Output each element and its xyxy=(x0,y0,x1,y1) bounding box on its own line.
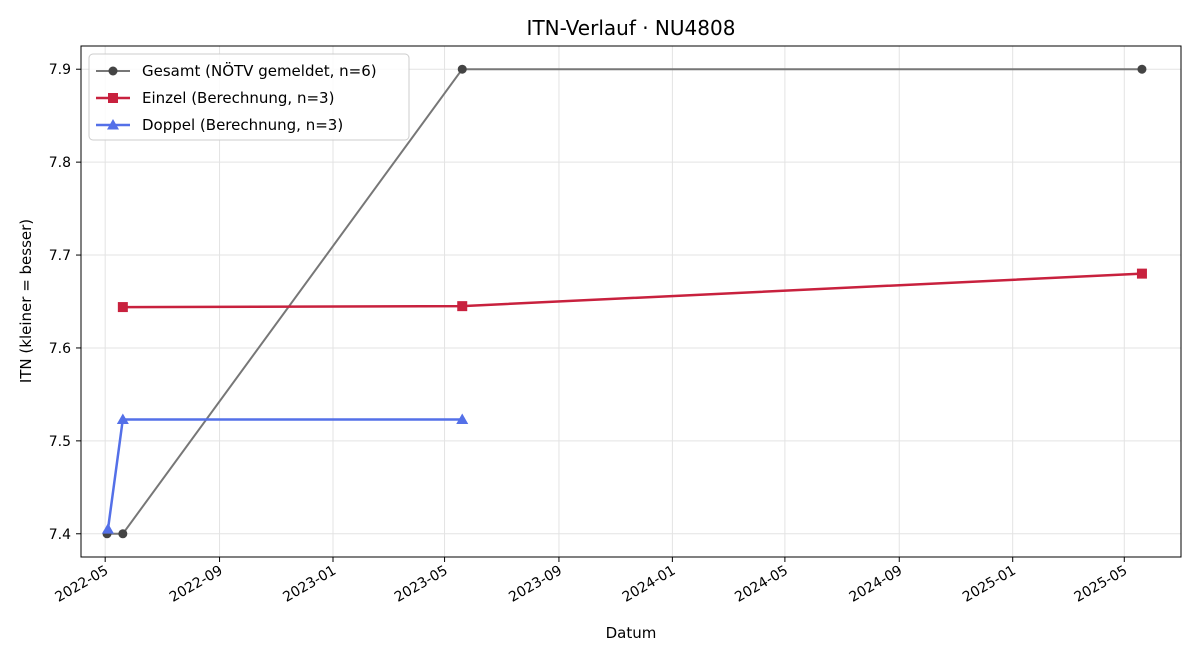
data-point xyxy=(118,529,128,539)
legend: Gesamt (NÖTV gemeldet, n=6) Einzel (Berec… xyxy=(88,53,410,141)
x-axis: 2022-05 2022-09 2023-01 2023-05 2023-09 2024-… xyxy=(53,557,1131,606)
y-tick-label: 7.5 xyxy=(49,434,71,450)
x-tick-label: 2022-09 xyxy=(167,563,226,606)
legend-frame xyxy=(88,53,410,141)
data-point xyxy=(1136,268,1147,279)
x-tick-label: 2024-09 xyxy=(847,563,906,606)
x-tick-label: 2022-05 xyxy=(53,563,112,606)
y-axis-label: ITN (kleiner = besser) xyxy=(17,219,35,383)
y-tick-label: 7.9 xyxy=(49,62,71,78)
x-tick-label: 2024-01 xyxy=(620,563,679,606)
x-tick-label: 2023-05 xyxy=(392,563,451,606)
x-axis-label: Datum xyxy=(606,624,657,642)
legend-marker xyxy=(108,93,118,103)
y-tick-label: 7.7 xyxy=(49,248,71,264)
series-line xyxy=(122,272,1142,309)
legend-label: Gesamt (NÖTV gemeldet, n=6) xyxy=(142,61,377,80)
x-tick-label: 2025-05 xyxy=(1072,563,1131,606)
data-point xyxy=(457,64,467,74)
data-point xyxy=(117,302,128,313)
x-tick-label: 2025-01 xyxy=(960,563,1019,606)
legend-label: Einzel (Berechnung, n=3) xyxy=(142,89,334,107)
legend-item-1: Gesamt (NÖTV gemeldet, n=6) xyxy=(96,61,377,80)
legend-item-3: Doppel (Berechnung, n=3) xyxy=(96,116,343,134)
y-tick-label: 7.8 xyxy=(49,155,71,171)
chart-title: ITN-Verlauf · NU4808 xyxy=(527,16,736,40)
x-tick-label: 2024-05 xyxy=(732,563,791,606)
legend-item-2: Einzel (Berechnung, n=3) xyxy=(96,89,334,107)
chart-grid xyxy=(81,46,1181,557)
plot-frame xyxy=(80,45,1182,558)
series-line xyxy=(107,68,1142,535)
data-point xyxy=(116,413,129,424)
series-3 xyxy=(101,413,469,534)
x-tick-label: 2023-09 xyxy=(506,563,565,606)
data-point xyxy=(101,523,114,534)
y-tick-label: 7.4 xyxy=(49,527,71,543)
data-point xyxy=(456,413,469,424)
series-2 xyxy=(117,268,1147,313)
data-point xyxy=(1137,64,1147,74)
data-point xyxy=(457,301,468,312)
series-layer xyxy=(101,64,1147,539)
y-axis: 7.4 7.5 7.6 7.7 7.8 7.9 xyxy=(49,62,81,543)
legend-marker xyxy=(108,66,118,76)
legend-marker xyxy=(107,119,119,130)
y-tick-label: 7.6 xyxy=(49,341,71,357)
x-tick-label: 2023-01 xyxy=(280,563,339,606)
series-line xyxy=(106,418,463,530)
legend-label: Doppel (Berechnung, n=3) xyxy=(142,116,343,134)
